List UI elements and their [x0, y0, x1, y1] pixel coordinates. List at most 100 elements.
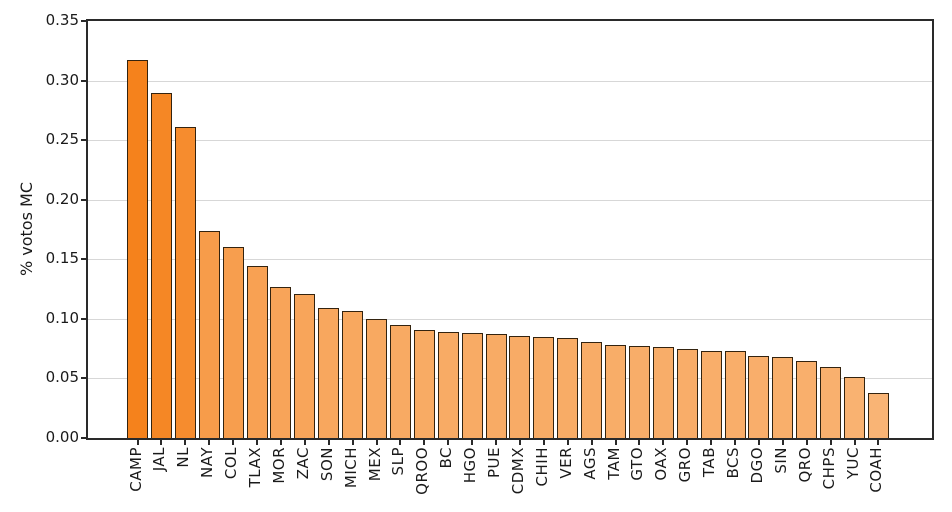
bar-slp — [389, 324, 411, 438]
gridline — [88, 140, 932, 142]
bar-tab — [700, 351, 722, 438]
y-tick-label: 0.25 — [45, 130, 79, 149]
y-tick-label: 0.20 — [45, 189, 79, 208]
x-tick-mark — [853, 440, 856, 445]
x-tick-mark — [447, 440, 450, 445]
x-tick-label-coah: COAH — [867, 447, 886, 493]
x-tick-label-hgo: HGO — [461, 447, 480, 484]
bar-cdmx — [509, 335, 531, 438]
bar-qroo — [413, 329, 435, 438]
x-tick-label-son: SON — [317, 447, 336, 482]
x-tick-mark — [662, 440, 665, 445]
x-tick-mark — [590, 440, 593, 445]
x-tick-label-qro: QRO — [795, 447, 814, 483]
bar-camp — [127, 60, 148, 438]
x-tick-label-jal: JAL — [150, 447, 169, 472]
x-tick-mark — [208, 440, 211, 445]
x-tick-mark — [136, 440, 139, 445]
x-tick-label-mich: MICH — [341, 447, 360, 489]
bar-mor — [270, 286, 292, 438]
y-tick-mark — [81, 79, 86, 82]
x-tick-label-gto: GTO — [628, 447, 647, 481]
bar-ags — [581, 341, 603, 438]
x-tick-label-chih: CHIH — [532, 447, 551, 487]
bar-sin — [772, 356, 794, 438]
x-tick-label-chps: CHPS — [819, 447, 838, 490]
bar-chps — [820, 366, 842, 438]
bar-bcs — [724, 351, 746, 438]
x-tick-mark — [399, 440, 402, 445]
y-tick-mark — [81, 20, 86, 22]
x-tick-label-qroo: QROO — [413, 447, 432, 495]
x-tick-mark — [829, 440, 832, 445]
gridline — [88, 259, 932, 261]
x-tick-mark — [232, 440, 235, 445]
x-tick-mark — [184, 440, 187, 445]
x-tick-label-yuc: YUC — [843, 447, 862, 480]
x-tick-mark — [423, 440, 426, 445]
y-tick-label: 0.30 — [45, 70, 79, 89]
bar-zac — [294, 293, 316, 438]
bar-oax — [652, 347, 674, 438]
bar-chih — [533, 336, 555, 438]
gridline — [88, 80, 932, 82]
x-tick-mark — [710, 440, 713, 445]
x-tick-mark — [303, 440, 306, 445]
x-tick-label-bcs: BCS — [724, 447, 743, 479]
x-tick-mark — [781, 440, 784, 445]
bar-gto — [628, 346, 650, 438]
x-tick-mark — [279, 440, 282, 445]
x-tick-mark — [805, 440, 808, 445]
y-tick-mark — [81, 437, 86, 439]
x-tick-mark — [256, 440, 258, 445]
x-tick-label-mor: MOR — [269, 447, 288, 484]
bar-mich — [342, 310, 364, 438]
x-tick-label-camp: CAMP — [126, 447, 145, 492]
y-tick-mark — [81, 198, 86, 201]
bar-bc — [437, 331, 459, 438]
x-tick-label-col: COL — [222, 447, 241, 480]
y-tick-label: 0.00 — [45, 428, 79, 447]
x-tick-label-oax: OAX — [652, 447, 671, 481]
x-tick-label-dgo: DGO — [747, 447, 766, 484]
x-tick-label-slp: SLP — [389, 447, 408, 476]
bar-tam — [605, 345, 627, 438]
x-tick-mark — [542, 440, 545, 445]
x-tick-mark — [375, 440, 378, 445]
gridline — [88, 318, 932, 320]
bar-hgo — [461, 333, 483, 438]
bar-yuc — [844, 377, 866, 438]
x-tick-mark — [351, 440, 354, 445]
bar-ver — [557, 337, 579, 438]
x-tick-label-ags: AGS — [580, 447, 599, 480]
x-tick-label-pue: PUE — [485, 447, 504, 479]
x-tick-label-sin: SIN — [771, 447, 790, 474]
x-tick-label-cdmx: CDMX — [508, 447, 527, 495]
x-tick-mark — [518, 440, 521, 445]
x-tick-mark — [614, 440, 617, 445]
bar-mex — [366, 318, 388, 438]
x-tick-mark — [160, 440, 163, 445]
y-tick-mark — [81, 139, 86, 142]
y-tick-mark — [81, 377, 86, 380]
y-tick-label: 0.35 — [45, 11, 79, 30]
bar-nay — [198, 230, 220, 438]
x-tick-mark — [757, 440, 760, 445]
x-tick-label-tab: TAB — [700, 447, 719, 478]
x-tick-mark — [566, 440, 569, 445]
x-tick-label-ver: VER — [556, 447, 575, 479]
gridline — [88, 199, 932, 201]
x-tick-label-tam: TAM — [604, 447, 623, 480]
bar-dgo — [748, 355, 770, 438]
x-tick-label-nay: NAY — [198, 447, 217, 478]
x-tick-mark — [471, 440, 474, 445]
y-tick-label: 0.15 — [45, 249, 79, 268]
x-tick-mark — [327, 440, 330, 445]
x-tick-mark — [877, 440, 880, 445]
bar-son — [318, 308, 340, 438]
x-tick-label-bc: BC — [437, 447, 456, 469]
bar-tlax — [246, 266, 268, 438]
bar-nl — [174, 127, 196, 438]
x-tick-label-mex: MEX — [365, 447, 384, 482]
